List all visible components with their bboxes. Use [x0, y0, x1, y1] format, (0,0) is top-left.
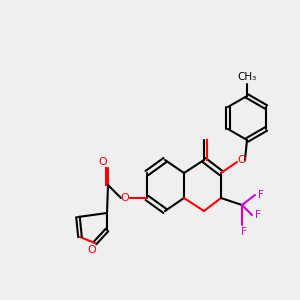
- Text: O: O: [88, 245, 96, 255]
- Text: O: O: [121, 193, 129, 203]
- Text: CH₃: CH₃: [237, 72, 256, 82]
- Text: F: F: [255, 210, 261, 220]
- Text: O: O: [238, 155, 246, 165]
- Text: O: O: [99, 157, 107, 167]
- Text: F: F: [241, 227, 247, 237]
- Text: F: F: [258, 190, 264, 200]
